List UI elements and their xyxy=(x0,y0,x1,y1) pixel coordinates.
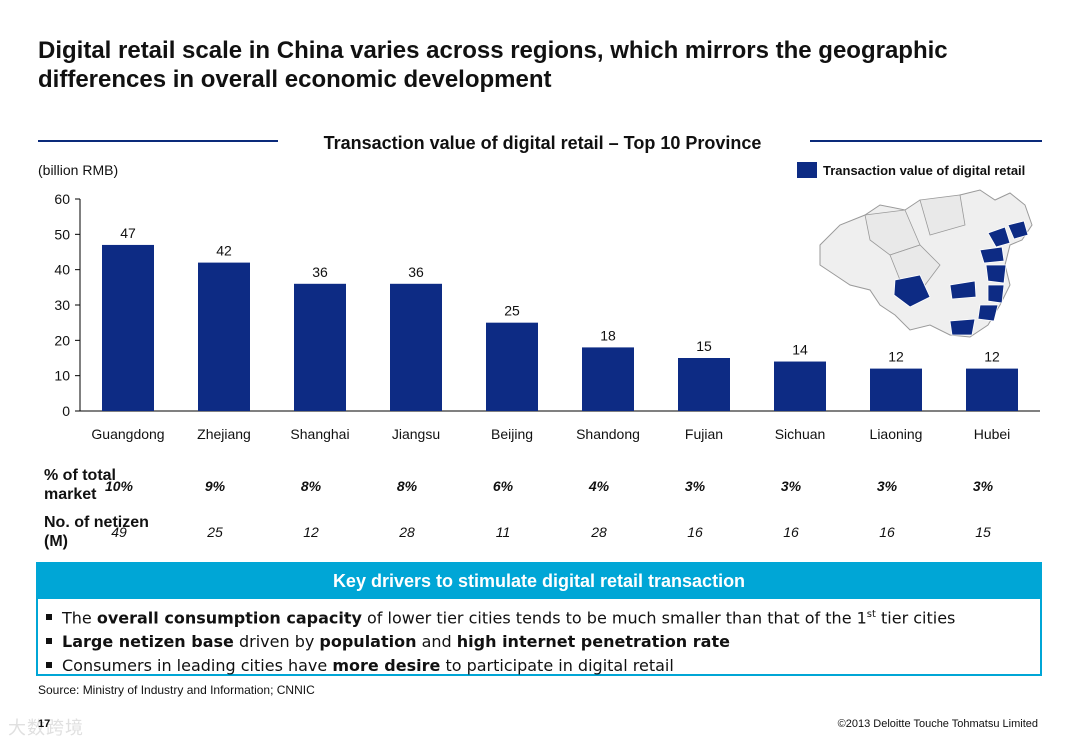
stat-value: 10% xyxy=(104,478,134,494)
y-tick-label: 60 xyxy=(54,191,70,207)
driver-text: driven by xyxy=(233,632,320,652)
bar xyxy=(582,347,634,411)
netizen-row-label: No. of netizen (M) xyxy=(44,514,149,550)
bar-value-label: 36 xyxy=(312,264,328,280)
driver-item: Large netizen base driven by population … xyxy=(46,630,1040,654)
bullet-icon xyxy=(46,662,52,669)
stat-value: 28 xyxy=(591,524,607,540)
bar-value-label: 18 xyxy=(600,327,616,343)
bar-value-label: 47 xyxy=(120,225,136,241)
x-tick-label: Hubei xyxy=(974,426,1011,442)
x-tick-label: Liaoning xyxy=(870,426,923,442)
x-tick-label: Jiangsu xyxy=(392,426,440,442)
x-tick-label: Zhejiang xyxy=(197,426,251,442)
bar-value-label: 12 xyxy=(888,349,904,365)
stat-value: 9% xyxy=(204,478,226,494)
china-map-icon xyxy=(819,189,1033,338)
y-tick-label: 40 xyxy=(54,262,70,278)
driver-bold: more desire xyxy=(332,656,441,676)
driver-bold: population xyxy=(319,632,417,652)
stat-value: 8% xyxy=(396,478,418,494)
stat-value: 25 xyxy=(207,524,223,540)
chart-legend: Transaction value of digital retail xyxy=(797,162,1025,178)
x-tick-label: Fujian xyxy=(685,426,723,442)
bullet-icon xyxy=(46,614,52,621)
y-tick-label: 10 xyxy=(54,368,70,384)
page-number: 17 xyxy=(38,718,51,730)
driver-superscript: st xyxy=(866,609,876,620)
bar xyxy=(486,322,538,411)
driver-text: to participate in digital retail xyxy=(440,656,674,676)
stat-value: 15 xyxy=(975,524,991,540)
y-tick-label: 50 xyxy=(54,226,70,242)
legend-swatch xyxy=(797,162,817,178)
x-tick-label: Shandong xyxy=(576,426,640,442)
x-tick-label: Guangdong xyxy=(91,426,164,442)
stat-value: 8% xyxy=(300,478,322,494)
watermark: 大数跨境 xyxy=(8,718,84,738)
key-drivers-heading: Key drivers to stimulate digital retail … xyxy=(38,564,1040,599)
bar xyxy=(678,358,730,411)
y-tick-label: 30 xyxy=(54,297,70,313)
stat-value: 16 xyxy=(687,524,703,540)
x-tick-label: Beijing xyxy=(491,426,533,442)
bar xyxy=(390,283,442,411)
driver-bold: high internet penetration rate xyxy=(456,632,730,652)
driver-text: of lower tier cities tends to be much sm… xyxy=(361,608,867,628)
driver-text: The xyxy=(62,608,97,628)
driver-text: tier cities xyxy=(875,608,956,628)
stat-value: 16 xyxy=(783,524,799,540)
title-rule-left xyxy=(38,140,278,142)
driver-item: Consumers in leading cities have more de… xyxy=(46,654,1040,678)
legend-label: Transaction value of digital retail xyxy=(823,162,1026,178)
copyright: ©2013 Deloitte Touche Tohmatsu Limited xyxy=(837,718,1038,730)
y-tick-label: 0 xyxy=(62,403,70,419)
x-tick-label: Sichuan xyxy=(775,426,826,442)
stat-value: 28 xyxy=(399,524,415,540)
bar-value-label: 36 xyxy=(408,264,424,280)
share-row-label: % of total market xyxy=(44,467,116,503)
driver-text: Consumers in leading cities have xyxy=(62,656,333,676)
bar xyxy=(774,361,826,411)
chart-title: Transaction value of digital retail – To… xyxy=(323,133,762,153)
stat-value: 3% xyxy=(684,478,706,494)
bar-value-label: 25 xyxy=(504,303,520,319)
key-drivers-box: Key drivers to stimulate digital retail … xyxy=(36,562,1042,676)
stat-value: 49 xyxy=(111,524,127,540)
driver-bold: Large netizen base xyxy=(62,632,234,652)
driver-item: The overall consumption capacity of lowe… xyxy=(46,603,1040,630)
driver-text: and xyxy=(416,632,457,652)
bar xyxy=(102,244,154,411)
stat-value: 12 xyxy=(303,524,319,540)
y-tick-label: 20 xyxy=(54,332,70,348)
bar xyxy=(198,262,250,411)
stat-value: 3% xyxy=(972,478,994,494)
stat-value: 3% xyxy=(780,478,802,494)
key-drivers-list: The overall consumption capacity of lowe… xyxy=(38,599,1040,678)
bar-value-label: 14 xyxy=(792,342,808,358)
stat-value: 11 xyxy=(495,524,511,540)
bullet-icon xyxy=(46,638,52,645)
bar xyxy=(870,368,922,411)
stat-value: 3% xyxy=(876,478,898,494)
bar-value-label: 12 xyxy=(984,349,1000,365)
page-title: Digital retail scale in China varies acr… xyxy=(38,37,948,93)
source-note: Source: Ministry of Industry and Informa… xyxy=(38,683,315,697)
y-axis-unit: (billion RMB) xyxy=(38,162,119,178)
x-tick-label: Shanghai xyxy=(290,426,349,442)
stat-value: 6% xyxy=(492,478,514,494)
driver-bold: overall consumption capacity xyxy=(96,608,362,628)
stat-value: 16 xyxy=(879,524,895,540)
bar-value-label: 15 xyxy=(696,338,712,354)
bar-chart: 0 10 20 30 40 50 60 47 Guangdong 42 Zhejiang 36 Shan… xyxy=(54,191,1040,442)
bar xyxy=(966,368,1018,411)
bar xyxy=(294,283,346,411)
bar-value-label: 42 xyxy=(216,243,232,259)
stat-value: 4% xyxy=(588,478,610,494)
title-rule-right xyxy=(810,140,1042,142)
